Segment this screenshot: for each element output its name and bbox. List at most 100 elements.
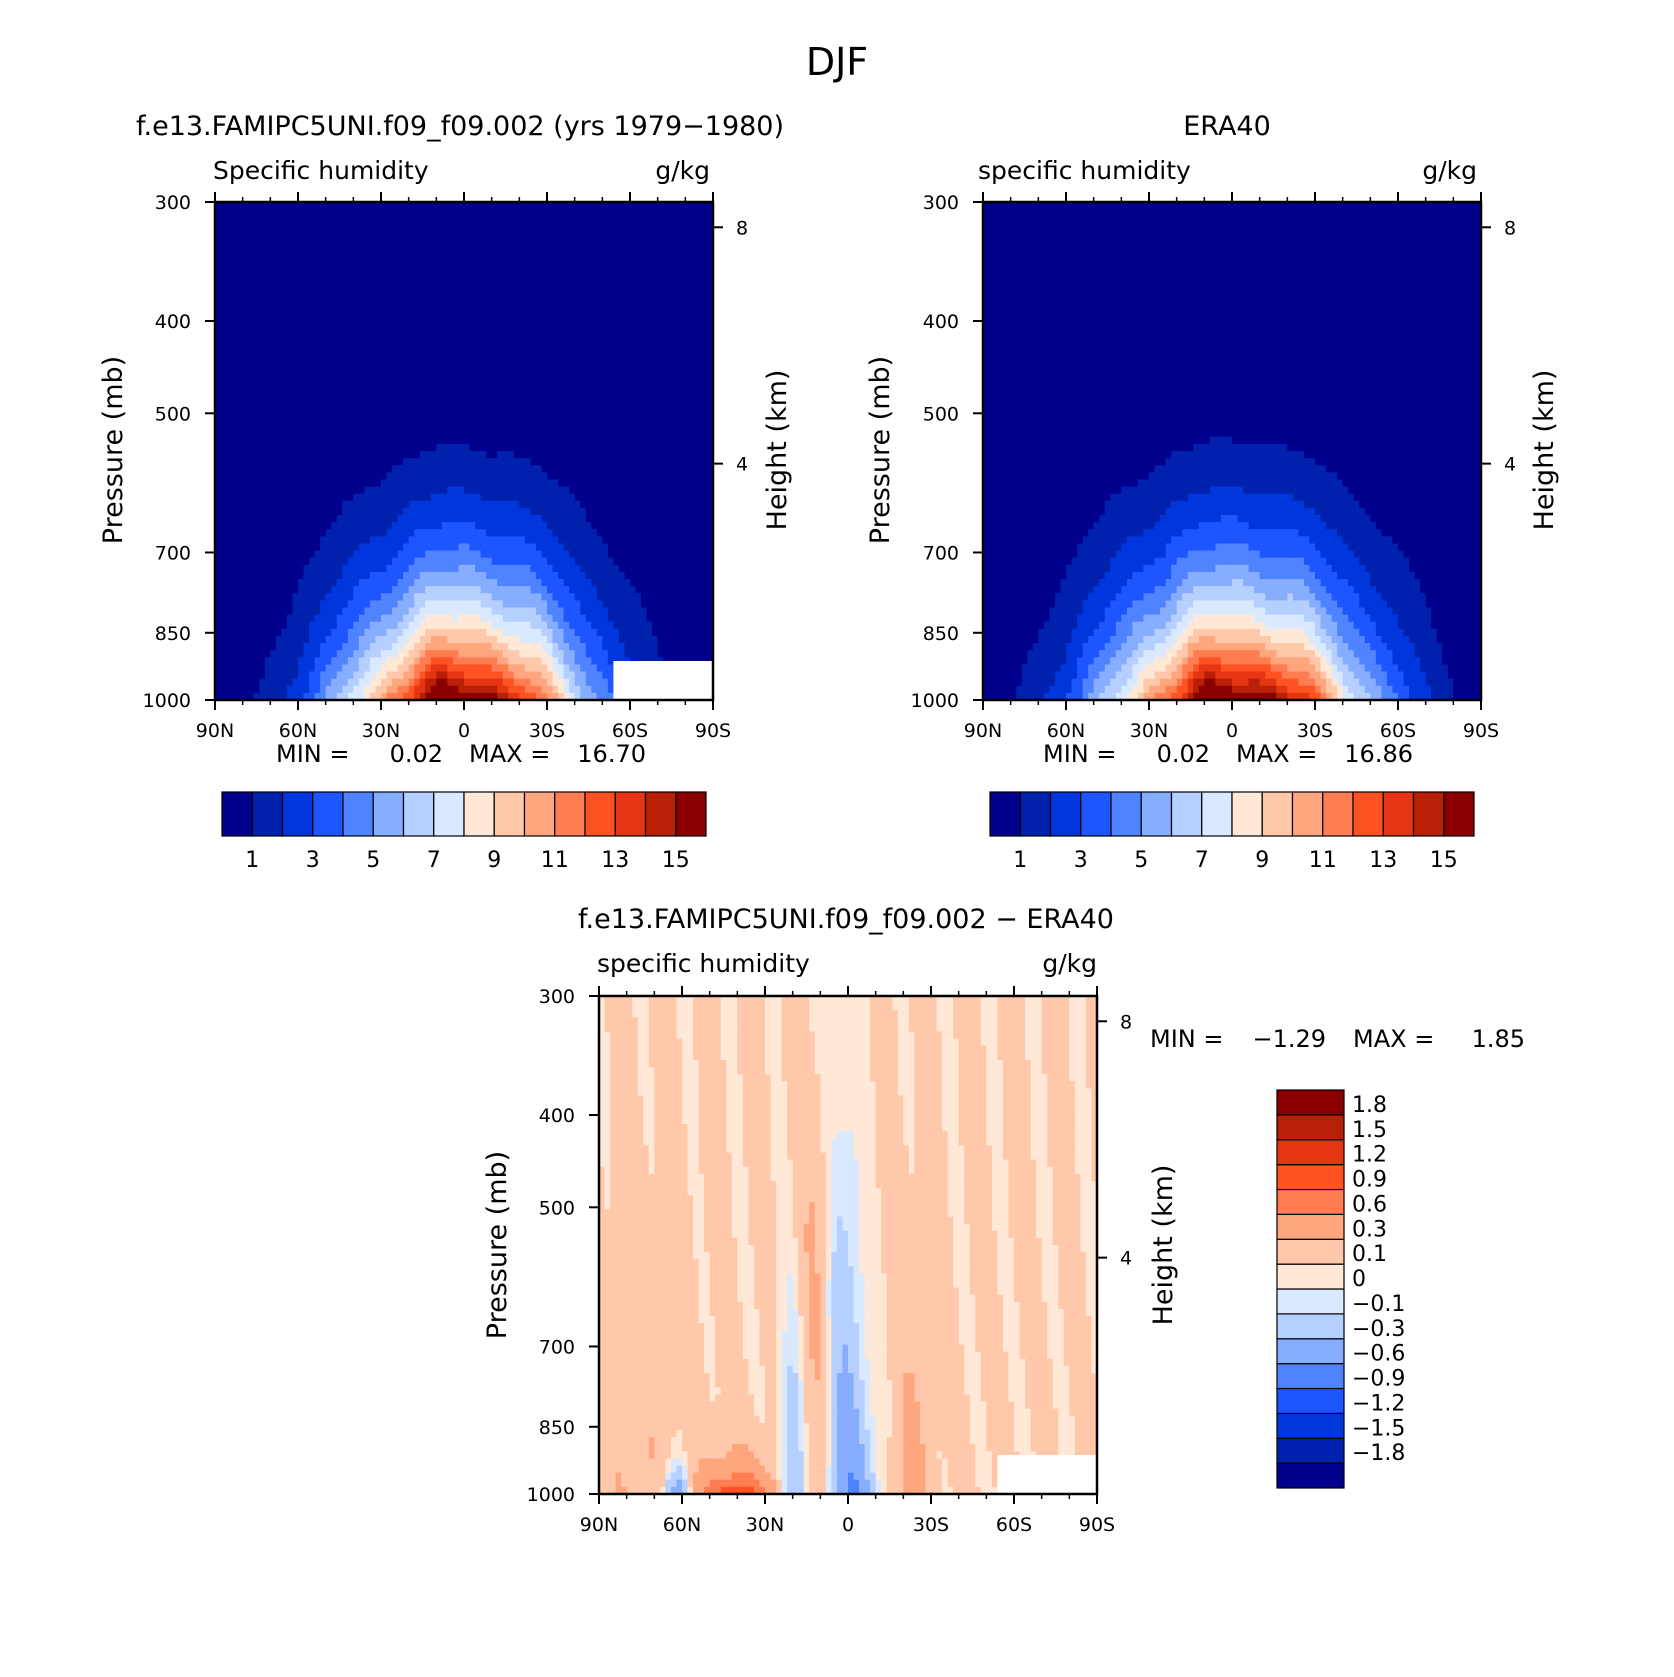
field-cell [552, 358, 559, 367]
field-cell [292, 230, 299, 239]
field-cell [652, 330, 659, 338]
field-cell [447, 493, 454, 502]
field-cell [652, 458, 659, 466]
field-cell [436, 507, 443, 516]
field-cell [248, 379, 255, 388]
field-cell [707, 344, 713, 352]
field-cell [585, 344, 592, 352]
field-cell [535, 358, 543, 367]
field-cell [652, 415, 659, 424]
field-cell [696, 294, 703, 303]
field-cell [419, 365, 426, 374]
field-cell [215, 465, 222, 473]
field-cell [607, 458, 614, 466]
field-cell [618, 529, 626, 537]
field-cell [242, 351, 249, 360]
field-cell [635, 536, 642, 545]
field-cell [530, 337, 537, 345]
field-cell [674, 358, 681, 367]
field-cell [618, 543, 626, 552]
field-cell [563, 571, 570, 580]
field-cell [580, 386, 587, 395]
field-cell [480, 301, 487, 310]
field-cell [358, 351, 365, 360]
field-cell [624, 486, 631, 495]
field-cell [264, 401, 271, 409]
field-cell [292, 209, 299, 217]
field-cell [646, 472, 653, 481]
field-cell [325, 408, 332, 417]
field-cell [679, 486, 686, 495]
field-cell [226, 322, 233, 331]
field-cell [281, 315, 288, 324]
field-cell [591, 507, 598, 516]
field-cell [524, 372, 531, 381]
field-cell [646, 571, 653, 580]
field-cell [248, 280, 255, 288]
field-cell [602, 351, 609, 360]
field-cell [458, 251, 465, 260]
field-cell [563, 209, 570, 217]
field-cell [314, 280, 321, 288]
field-cell [336, 344, 343, 352]
field-cell [408, 550, 415, 559]
field-cell [275, 500, 282, 509]
field-cell [497, 465, 504, 473]
field-cell [309, 529, 316, 537]
field-cell [397, 451, 404, 459]
field-cell [513, 479, 520, 488]
field-cell [563, 251, 570, 260]
field-cell [663, 465, 670, 473]
field-cell [336, 507, 343, 516]
field-cell [585, 422, 592, 431]
field-cell [314, 223, 321, 232]
field-cell [253, 351, 260, 360]
field-cell [624, 500, 631, 509]
field-cell [336, 287, 343, 296]
field-cell [641, 223, 648, 232]
field-cell [580, 522, 587, 530]
field-cell [624, 337, 631, 345]
field-cell [392, 465, 399, 473]
field-cell [707, 209, 713, 217]
field-cell [358, 472, 365, 481]
field-cell [635, 422, 642, 431]
field-cell [624, 315, 631, 324]
field-cell [585, 216, 592, 224]
field-cell [336, 322, 343, 331]
field-cell [657, 401, 664, 409]
field-cell [325, 493, 332, 502]
field-cell [524, 479, 531, 488]
field-cell [270, 408, 277, 417]
field-cell [242, 230, 249, 239]
field-cell [574, 436, 581, 445]
field-cell [397, 216, 404, 224]
field-cell [375, 351, 382, 360]
field-cell [248, 358, 255, 367]
field-cell [237, 244, 244, 253]
field-cell [298, 415, 305, 424]
field-cell [303, 500, 310, 509]
field-cell [441, 372, 448, 381]
field-cell [303, 209, 310, 217]
field-cell [430, 202, 437, 210]
field-cell [663, 216, 670, 224]
field-cell [270, 223, 277, 232]
field-cell [541, 550, 548, 559]
field-cell [303, 266, 310, 274]
field-cell [458, 564, 465, 573]
field-cell [502, 550, 509, 559]
field-cell [408, 223, 415, 232]
field-cell [591, 571, 598, 580]
field-cell [303, 443, 310, 452]
field-cell [486, 273, 493, 281]
field-cell [309, 216, 316, 224]
field-cell [641, 465, 648, 473]
field-cell [480, 557, 487, 566]
field-cell [325, 500, 332, 509]
field-cell [530, 493, 537, 502]
field-cell [535, 465, 543, 473]
field-cell [480, 401, 487, 409]
field-cell [242, 515, 249, 523]
field-cell [552, 522, 559, 530]
